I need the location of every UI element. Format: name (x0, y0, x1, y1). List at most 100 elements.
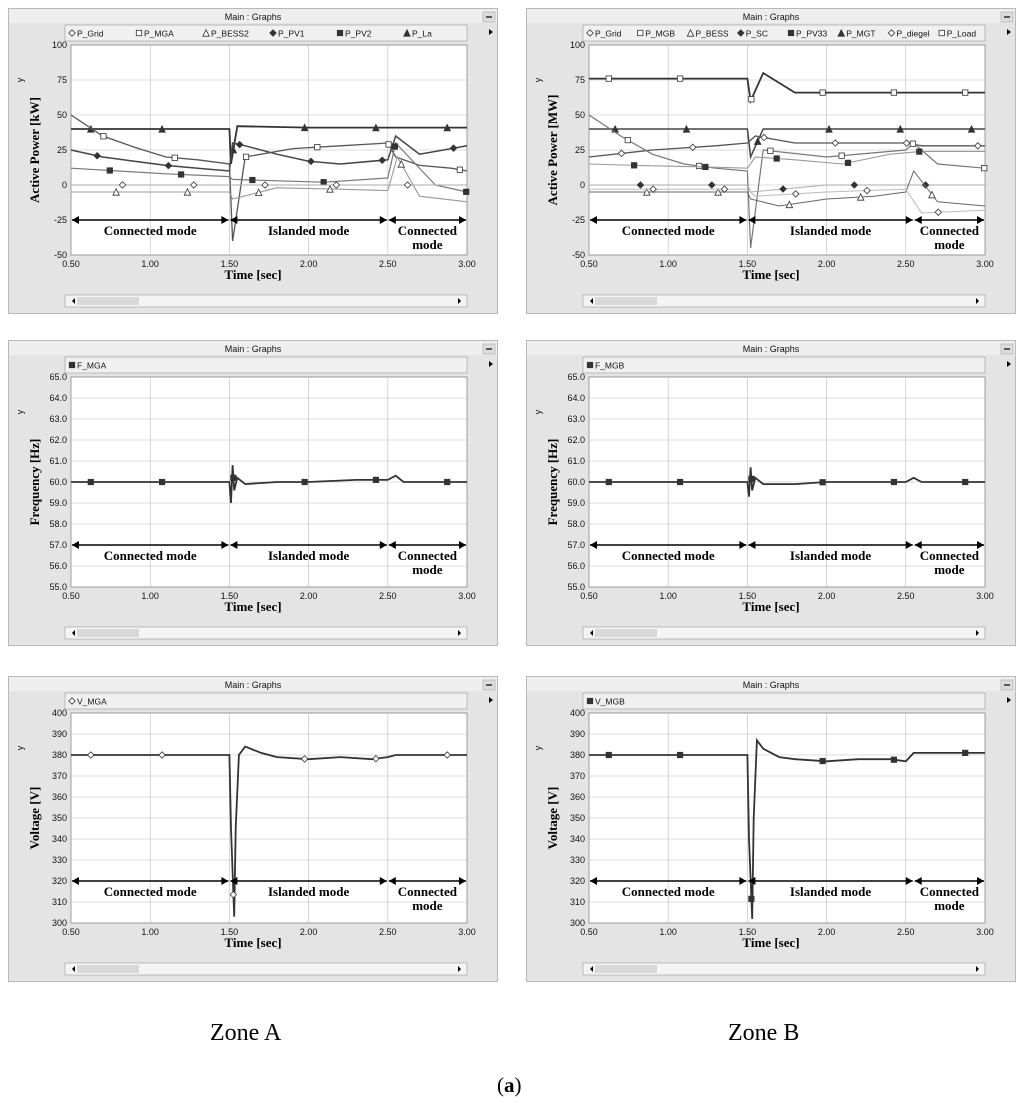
series-line-V_MGA (71, 745, 467, 917)
y-tick-label: 61.0 (567, 456, 585, 466)
mode-label-connected: Connected mode (622, 884, 715, 899)
mode-label-connected-line1: Connected (920, 884, 980, 899)
y-tick-label: 57.0 (567, 540, 585, 550)
series-marker-P_Grid (403, 181, 412, 189)
series-marker-F_MGA (87, 478, 94, 486)
series-marker-P_MGT (967, 124, 976, 133)
figure-label: (a) (497, 1073, 522, 1098)
window-title: Main : Graphs (743, 12, 800, 22)
legend-marker-icon (938, 29, 945, 37)
horizontal-scrollbar (64, 626, 468, 640)
legend-bar (64, 356, 468, 374)
series-marker-P_SC (779, 185, 787, 193)
series-marker-P_BESS2 (397, 159, 406, 168)
y-tick-label: 320 (52, 876, 67, 886)
mode-label-connected-line2: mode (934, 898, 965, 913)
y-tick-label: 63.0 (49, 414, 67, 424)
y-tick-label: 370 (52, 771, 67, 781)
x-tick-label: 2.00 (818, 591, 836, 601)
mode-label-connected-line1: Connected (920, 223, 980, 238)
figure-label-close: ) (514, 1073, 522, 1097)
y-axis-tag: y (15, 409, 25, 414)
horizontal-scrollbar (64, 294, 468, 308)
y-tick-label: 65.0 (49, 372, 67, 382)
legend-marker-icon (68, 29, 76, 37)
y-tick-label: 100 (570, 40, 585, 50)
chart-svg-fB: Main : Graphs F_MGB 0.50 1.00 1.50 2.00 2.50 3.… (527, 341, 1015, 640)
window-title: Main : Graphs (225, 344, 282, 354)
series-marker-F_MGA (230, 474, 237, 481)
y-tick-label: 55.0 (567, 582, 585, 592)
series-line-V_MGB (589, 737, 985, 919)
x-axis-label: Time [sec] (224, 267, 281, 282)
series-marker-P_Load (748, 96, 755, 103)
x-tick-label: 1.50 (221, 591, 239, 601)
y-tick-label: 300 (52, 918, 67, 928)
title-bar (527, 677, 1015, 691)
y-axis-label: Active Power [MW] (545, 95, 560, 206)
series-marker-P_PV2 (177, 171, 185, 178)
arrow-right-icon (379, 216, 387, 224)
y-tick-label: 64.0 (567, 393, 585, 403)
series-marker-F_MGA (158, 478, 166, 486)
mode-label-islanded: Islanded mode (790, 548, 871, 563)
series-marker-P_MGA (171, 154, 178, 161)
y-tick-label: 330 (570, 855, 585, 865)
series-marker-P_MGA (385, 141, 392, 148)
series-marker-F_MGB (605, 478, 612, 486)
arrow-right-icon (905, 216, 913, 224)
x-axis-label: Time [sec] (224, 599, 281, 614)
series-line-P_PV2 (70, 141, 468, 193)
x-tick-label: 1.00 (141, 927, 159, 937)
legend-label: V_MGA (77, 697, 107, 707)
series-marker-P_BESS2 (112, 187, 120, 196)
chart-svg-vA: Main : Graphs V_MGA 0.50 1.00 1.50 2.00 2.50 3.… (9, 677, 497, 976)
arrow-right-icon (221, 541, 229, 549)
scroll-right-icon (458, 630, 461, 636)
series-marker-F_MGB (819, 479, 826, 486)
scrollbar-thumb (595, 629, 657, 637)
y-axis-label: Frequency [Hz] (27, 439, 42, 526)
legend-marker-icon (787, 29, 795, 37)
y-tick-label: 59.0 (567, 498, 585, 508)
legend-label: V_MGB (595, 697, 625, 707)
horizontal-scrollbar (582, 294, 986, 308)
series-marker-V_MGA (372, 754, 380, 763)
arrow-left-icon (748, 216, 756, 224)
arrow-right-icon (977, 541, 984, 549)
arrow-right-icon (379, 877, 387, 885)
graph-window-voltage-zone-b: Main : Graphs V_MGB 0.50 1.00 1.50 2.00 2.50 3.… (526, 676, 1016, 982)
x-tick-label: 0.50 (62, 259, 80, 269)
legend-marker-icon (837, 28, 846, 37)
series-marker-P_MGA (456, 166, 463, 173)
series-marker-P_MGB (838, 152, 845, 159)
y-axis-label: Frequency [Hz] (545, 439, 560, 526)
series-marker-V_MGA (300, 755, 309, 763)
y-tick-label: 360 (52, 792, 67, 802)
arrow-left-icon (748, 877, 756, 885)
series-marker-V_MGB (748, 895, 755, 902)
mode-label-connected-line2: mode (412, 237, 443, 252)
series-marker-P_La (158, 124, 166, 133)
x-tick-label: 1.00 (659, 927, 677, 937)
x-tick-label: 2.50 (379, 591, 397, 601)
mode-label-connected-line2: mode (934, 562, 965, 577)
series-marker-P_PV2 (249, 176, 256, 184)
scrollbar-thumb (595, 965, 657, 973)
series-marker-P_Grid (649, 185, 657, 193)
series-line-P_BESS2 (71, 155, 468, 203)
arrow-left-icon (388, 877, 396, 885)
series-line-P_MGT (589, 128, 985, 160)
legend-marker-icon (202, 28, 210, 37)
x-tick-label: 0.50 (580, 927, 598, 937)
scroll-right-icon (976, 966, 979, 972)
series-marker-P_diegel (974, 142, 982, 150)
legend-label: P_MGA (144, 29, 174, 39)
y-tick-label: 64.0 (49, 393, 67, 403)
y-tick-label: 56.0 (567, 561, 585, 571)
series-line-F_MGB (589, 467, 985, 497)
arrow-left-icon (230, 541, 238, 549)
legend-marker-icon (269, 29, 277, 37)
arrow-right-icon (739, 541, 747, 549)
arrow-left-icon (72, 877, 79, 885)
